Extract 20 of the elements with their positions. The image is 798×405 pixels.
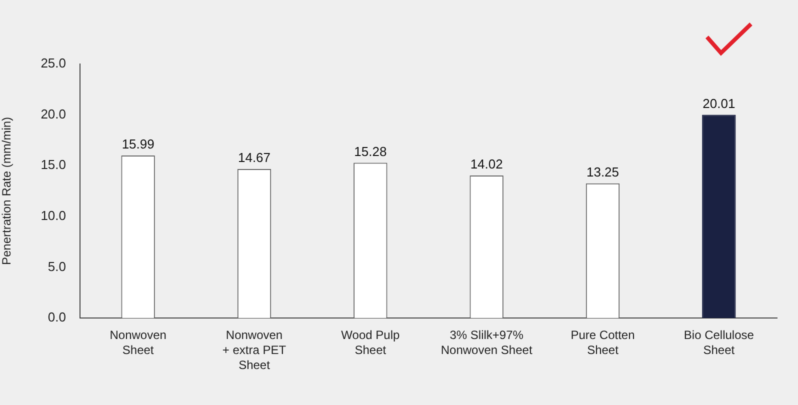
data-label: 14.02 (470, 156, 503, 172)
y-tick-label: 25.0 (40, 56, 66, 71)
data-label: 14.67 (238, 150, 271, 166)
y-tick-label: 15.0 (40, 157, 66, 172)
y-axis-title: Penertration Rate (mm/min) (0, 116, 14, 266)
data-label: 13.25 (586, 164, 620, 180)
bar (702, 114, 736, 318)
x-tick-label: Pure Cotten Sheet (570, 328, 635, 357)
y-tick-label: 10.0 (40, 208, 66, 223)
y-tick-label: 5.0 (48, 258, 66, 274)
x-tick-label: Bio Cellulose Sheet (684, 328, 754, 357)
data-label: 20.01 (702, 96, 736, 111)
x-tick-label: Wood Pulp Sheet (341, 328, 400, 357)
x-tick-label: Nonwoven Sheet (110, 328, 166, 357)
y-tick-label: 20.0 (40, 106, 66, 122)
x-tick-label: 3% Slilk+97% Nonwoven Sheet (440, 328, 533, 357)
x-tick-label: Nonwoven + extra PET Sheet (222, 328, 287, 372)
y-tick-label: 0.0 (48, 310, 66, 325)
data-label: 15.99 (122, 136, 154, 152)
data-label: 15.28 (354, 144, 387, 159)
